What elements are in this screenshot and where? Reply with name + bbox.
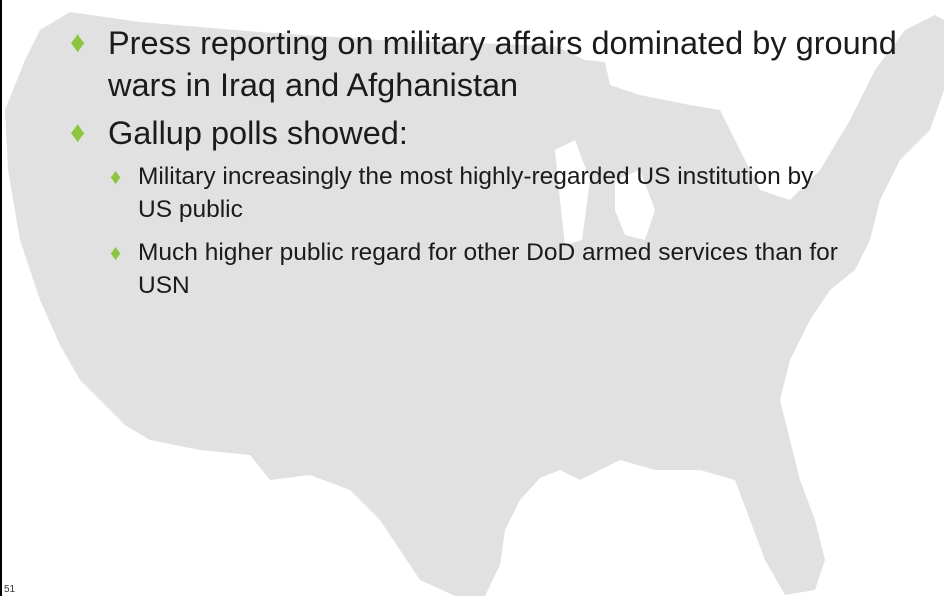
slide-content: ♦ Press reporting on military affairs do… <box>70 22 930 312</box>
page-number: 51 <box>4 584 16 595</box>
bullet-text: Gallup polls showed: <box>108 115 408 151</box>
sub-bullet-military-regard: ♦ Military increasingly the most highly-… <box>110 160 838 226</box>
bullet-text: Press reporting on military affairs domi… <box>108 25 897 103</box>
left-border-line <box>0 0 2 596</box>
diamond-bullet-icon: ♦ <box>110 164 122 189</box>
bullet-press-reporting: ♦ Press reporting on military affairs do… <box>70 22 930 106</box>
diamond-bullet-icon: ♦ <box>70 116 86 149</box>
bullet-gallup-polls: ♦ Gallup polls showed: <box>70 112 930 154</box>
diamond-bullet-icon: ♦ <box>70 26 86 59</box>
diamond-bullet-icon: ♦ <box>110 240 122 265</box>
sub-bullet-dod-services: ♦ Much higher public regard for other Do… <box>110 236 838 302</box>
sub-bullet-text: Military increasingly the most highly-re… <box>138 163 814 223</box>
sub-bullet-text: Much higher public regard for other DoD … <box>138 239 838 299</box>
